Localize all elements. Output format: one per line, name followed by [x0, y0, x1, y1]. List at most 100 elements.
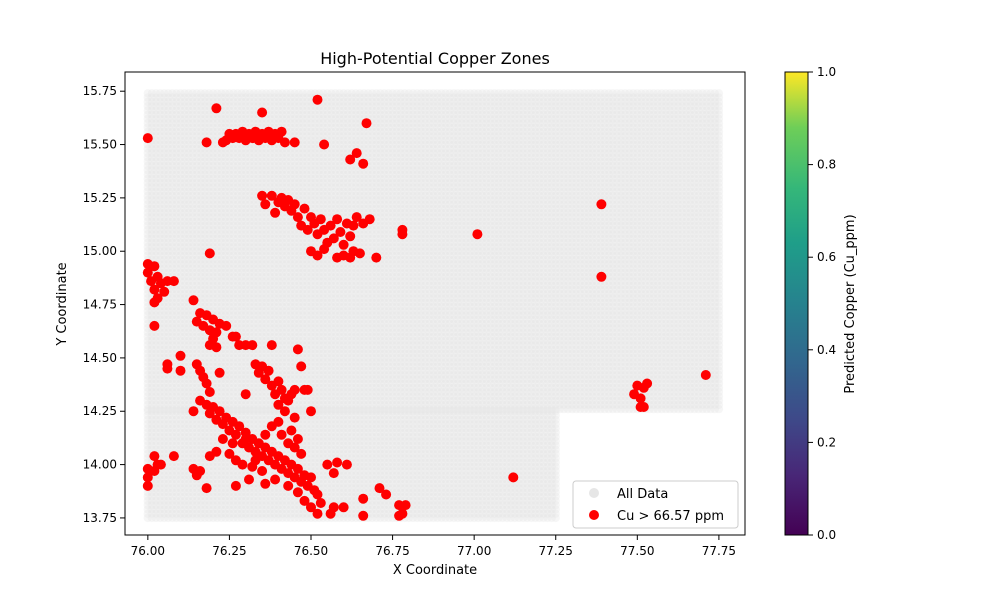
- all-data-point: [176, 400, 185, 409]
- all-data-point: [478, 400, 487, 409]
- all-data-point: [384, 396, 393, 405]
- all-data-point: [600, 396, 609, 405]
- all-data-point: [355, 400, 365, 409]
- all-data-point: [665, 400, 675, 409]
- all-data-point: [673, 396, 683, 405]
- all-data-point: [396, 400, 405, 409]
- all-data-point: [437, 400, 446, 409]
- all-data-point: [461, 404, 471, 414]
- all-data-point: [433, 396, 442, 405]
- all-data-point: [388, 396, 397, 405]
- all-data-point: [543, 396, 552, 405]
- all-data-point: [180, 400, 189, 409]
- all-data-point: [229, 396, 238, 405]
- all-data-point: [306, 396, 316, 405]
- all-data-point: [412, 400, 422, 409]
- all-data-point: [225, 396, 234, 405]
- all-data-point: [168, 404, 177, 414]
- all-data-point: [678, 404, 687, 414]
- all-data-point: [416, 400, 426, 409]
- all-data-point: [584, 396, 593, 405]
- all-data-point: [408, 404, 418, 414]
- all-data-point: [502, 400, 511, 409]
- all-data-point: [421, 396, 430, 405]
- all-data-point: [596, 396, 605, 405]
- all-data-point: [629, 400, 638, 409]
- all-data-point: [547, 400, 556, 409]
- all-data-point: [184, 400, 193, 409]
- all-data-point: [315, 396, 324, 405]
- all-data-point: [686, 400, 695, 409]
- all-data-point: [347, 396, 356, 405]
- all-data-point: [539, 400, 548, 409]
- all-data-point: [229, 404, 238, 414]
- all-data-point: [502, 396, 511, 405]
- all-data-point: [453, 396, 462, 405]
- all-data-point: [547, 404, 556, 414]
- all-data-point: [412, 404, 422, 414]
- all-data-point: [347, 404, 356, 414]
- all-data-point: [225, 404, 234, 414]
- all-data-point: [625, 400, 634, 409]
- all-data-point: [620, 396, 630, 405]
- all-data-point: [470, 396, 479, 405]
- all-data-point: [359, 396, 369, 405]
- all-data-point: [555, 396, 564, 405]
- all-data-point: [514, 396, 524, 405]
- all-data-point: [351, 404, 361, 414]
- all-data-point: [151, 400, 161, 409]
- all-data-point: [392, 404, 401, 414]
- all-data-point: [698, 404, 707, 414]
- all-data-point: [706, 400, 715, 409]
- all-data-point: [531, 404, 540, 414]
- all-data-point: [612, 396, 622, 405]
- all-data-point: [261, 404, 271, 414]
- all-data-point: [604, 400, 613, 409]
- all-data-point: [160, 404, 169, 414]
- all-data-point: [694, 404, 703, 414]
- all-data-point: [661, 396, 671, 405]
- all-data-point: [567, 396, 577, 405]
- all-data-point: [237, 400, 246, 409]
- all-data-point: [592, 396, 601, 405]
- all-data-point: [494, 396, 503, 405]
- all-data-point: [155, 404, 165, 414]
- all-data-point: [449, 404, 458, 414]
- all-data-point: [245, 404, 254, 414]
- all-data-point: [441, 400, 450, 409]
- all-data-point: [147, 400, 157, 409]
- all-data-point: [355, 404, 365, 414]
- all-data-point: [567, 400, 577, 409]
- all-data-point: [368, 396, 377, 405]
- all-data-point: [319, 400, 328, 409]
- all-data-point: [143, 396, 152, 405]
- all-data-point: [302, 396, 312, 405]
- all-data-point: [461, 400, 471, 409]
- all-data-point: [592, 404, 601, 414]
- all-data-point: [649, 396, 658, 405]
- all-data-point: [608, 396, 617, 405]
- all-data-point: [400, 400, 409, 409]
- all-data-point: [323, 400, 332, 409]
- all-data-point: [498, 404, 507, 414]
- all-data-point: [653, 396, 662, 405]
- all-data-point: [649, 404, 658, 414]
- all-data-point: [449, 400, 458, 409]
- all-data-point: [429, 396, 438, 405]
- all-data-point: [702, 400, 711, 409]
- chart-title: High-Potential Copper Zones: [320, 49, 550, 68]
- all-data-point: [400, 396, 409, 405]
- all-data-point: [531, 400, 540, 409]
- all-data-point: [384, 404, 393, 414]
- all-data-point: [445, 396, 454, 405]
- all-data-point: [527, 396, 536, 405]
- all-data-point: [494, 400, 503, 409]
- all-data-point: [331, 404, 340, 414]
- all-data-point: [310, 396, 320, 405]
- all-data-point: [490, 396, 499, 405]
- all-data-point: [710, 400, 719, 409]
- all-data-point: [629, 404, 638, 414]
- all-data-point: [176, 404, 185, 414]
- all-data-point: [253, 404, 263, 414]
- all-data-point: [372, 404, 381, 414]
